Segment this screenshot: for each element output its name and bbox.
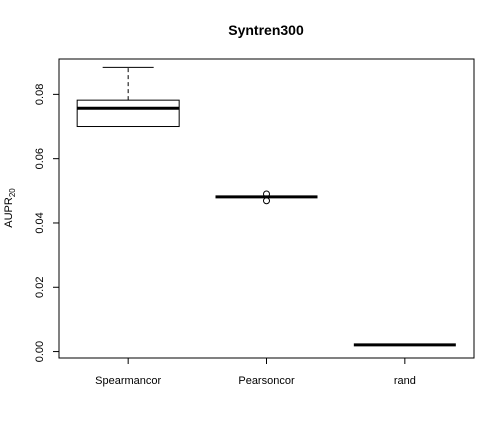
chart-title: Syntren300 — [228, 22, 304, 38]
plot-frame — [58, 58, 475, 359]
y-tick-label-2: 0.04 — [34, 212, 46, 233]
outlier-point-1 — [263, 197, 270, 205]
y-axis-label: AUPR20 — [3, 188, 17, 228]
x-tick-label-1: Pearsoncor — [238, 375, 295, 387]
y-tick-label-1: 0.02 — [34, 277, 46, 298]
outlier-point-0 — [263, 190, 270, 198]
box-Spearmancor — [76, 66, 180, 128]
box-Pearsoncor — [215, 190, 318, 205]
x-axis: Spearmancor Pearsoncor rand — [95, 358, 416, 387]
y-tick-label-0: 0.00 — [34, 341, 46, 362]
x-tick-label-2: rand — [394, 375, 416, 387]
box-iqr — [76, 99, 180, 128]
x-tick-label-0: Spearmancor — [95, 375, 161, 387]
boxes-group — [76, 66, 456, 347]
y-axis-label-main: AUPR — [3, 197, 15, 228]
y-axis: 0.00 0.02 0.04 0.06 0.08 — [34, 84, 59, 362]
y-axis-label-subscript: 20 — [8, 188, 17, 197]
y-tick-label-3: 0.06 — [34, 148, 46, 169]
y-tick-label-4: 0.08 — [34, 84, 46, 105]
